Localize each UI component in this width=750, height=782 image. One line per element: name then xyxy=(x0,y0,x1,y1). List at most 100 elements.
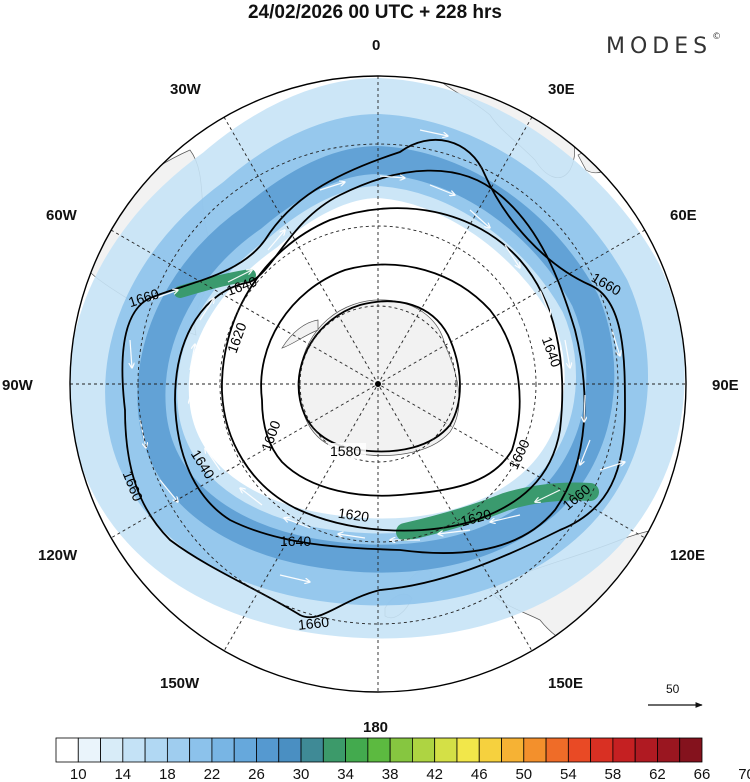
colorbar-swatch xyxy=(256,737,280,763)
colorbar-swatch xyxy=(478,737,502,763)
colorbar-swatch xyxy=(345,737,369,763)
colorbar-swatch xyxy=(456,737,480,763)
colorbar-swatch xyxy=(367,737,391,763)
wind-vector xyxy=(438,529,471,534)
lon-label-120e: 120E xyxy=(670,547,705,564)
contour-label: 1620 xyxy=(337,505,370,525)
wind-vector xyxy=(279,574,310,582)
wind-vector xyxy=(599,462,625,471)
colorbar-swatch xyxy=(322,737,346,763)
wind-vector xyxy=(240,488,263,506)
wind-vector xyxy=(205,448,221,471)
contour-label: 1580 xyxy=(330,443,361,459)
colorbar-swatch xyxy=(144,737,168,763)
colorbar-tick-label: 62 xyxy=(649,766,666,782)
wind-vector xyxy=(227,270,252,283)
colorbar-swatch xyxy=(679,737,703,763)
colorbar-tick-label: 30 xyxy=(293,766,310,782)
antarctic-peninsula xyxy=(281,319,319,349)
colorbar-swatch xyxy=(657,737,681,763)
south-pole-dot xyxy=(375,381,381,387)
colorbar-tick-label: 46 xyxy=(471,766,488,782)
wind-vector xyxy=(469,209,490,228)
map-disc xyxy=(70,76,686,692)
colorbar-swatch xyxy=(189,737,213,763)
contour-label: 1640 xyxy=(280,533,311,549)
colorbar-tick-label: 42 xyxy=(426,766,443,782)
wind-vectors xyxy=(130,129,625,582)
brand-name: MODES xyxy=(606,34,713,59)
colorbar-tick-label: 10 xyxy=(70,766,87,782)
lon-label-180: 180 xyxy=(363,719,388,736)
lon-label-0: 0 xyxy=(372,37,380,54)
wind-vector xyxy=(267,230,285,251)
colorbar-swatch xyxy=(412,737,436,763)
lon-label-150e: 150E xyxy=(548,675,583,692)
lon-label-90w: 90W xyxy=(2,377,34,394)
colorbar-swatch xyxy=(634,737,658,763)
wind-vector xyxy=(130,339,132,368)
colorbar-tick-label: 66 xyxy=(694,766,711,782)
copyright-mark: © xyxy=(712,31,722,42)
wind-vector xyxy=(429,184,455,195)
wind-vector xyxy=(319,182,345,191)
colorbar-swatch xyxy=(55,737,79,763)
jet-core-pacific xyxy=(396,482,599,541)
colorbar-swatch xyxy=(612,737,636,763)
colorbar-swatch xyxy=(278,737,302,763)
wind-vector xyxy=(429,249,455,258)
geopotential-contours xyxy=(121,138,626,619)
colorbar-tick-label: 58 xyxy=(605,766,622,782)
lon-label-30w: 30W xyxy=(170,81,202,98)
map-title: 24/02/2026 00 UTC + 228 hrs xyxy=(247,2,503,23)
colorbar-swatch xyxy=(501,737,525,763)
wind-vector xyxy=(189,344,195,371)
wind-vector xyxy=(246,384,251,411)
contour-1620 xyxy=(221,207,564,532)
colorbar-swatch xyxy=(523,737,547,763)
colorbar-tick-label: 38 xyxy=(382,766,399,782)
wind-vector xyxy=(149,290,178,301)
colorbar-swatch xyxy=(434,737,458,763)
colorbar-swatch xyxy=(166,737,191,763)
contour-1600 xyxy=(260,263,521,497)
lon-label-120w: 120W xyxy=(38,547,78,564)
lon-label-30e: 30E xyxy=(548,81,575,98)
colorbar-tick-label: 50 xyxy=(515,766,532,782)
colorbar-tick-label: 22 xyxy=(204,766,221,782)
wind-vector xyxy=(535,489,561,502)
colorbar-tick-label: 70 xyxy=(738,766,750,782)
wind-vector xyxy=(284,518,311,529)
colorbar-tick-label: 34 xyxy=(337,766,354,782)
lon-label-60w: 60W xyxy=(46,207,78,224)
wind-vector xyxy=(379,176,405,178)
wind-vector xyxy=(580,439,591,465)
wind-vector xyxy=(584,394,585,422)
colorbar-swatch xyxy=(211,737,235,763)
contour-label: 1620 xyxy=(459,506,493,530)
colorbar-swatch xyxy=(100,737,124,763)
wind-vector xyxy=(490,514,521,522)
wind-vector xyxy=(159,479,178,502)
colorbar-swatch xyxy=(300,737,324,763)
lon-label-60e: 60E xyxy=(670,207,697,224)
wind-vector xyxy=(564,339,570,368)
contour-label: 1660 xyxy=(297,614,330,633)
lon-label-90e: 90E xyxy=(712,377,739,394)
jet-core-atlantic xyxy=(174,269,256,298)
colorbar-swatch xyxy=(122,737,146,763)
colorbar-tick-label: 14 xyxy=(114,766,131,782)
wind-vector xyxy=(305,460,331,471)
colorbar-tick-label: 18 xyxy=(159,766,176,782)
colorbar-swatch xyxy=(233,737,257,763)
colorbar-tick-label: 54 xyxy=(560,766,577,782)
wind-speed-shading xyxy=(70,77,685,639)
modes-logo: MODES© xyxy=(606,31,722,59)
lon-label-150w: 150W xyxy=(160,675,200,692)
colorbar-tick-label: 26 xyxy=(248,766,265,782)
colorbar: 10 14 18 22 26 30 34 38 42 46 50 54 58 62 66 70 xyxy=(55,737,750,782)
wind-vector xyxy=(539,289,550,315)
colorbar-swatch xyxy=(545,737,569,763)
wind-vector xyxy=(504,244,520,268)
